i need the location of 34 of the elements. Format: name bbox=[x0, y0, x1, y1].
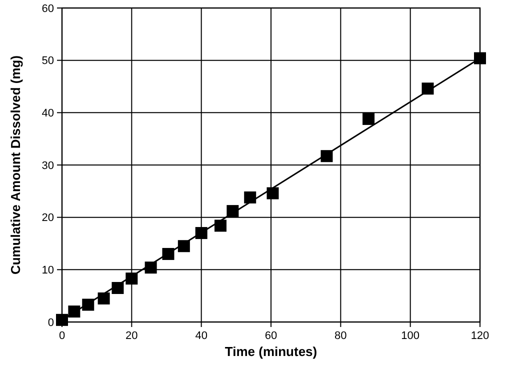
y-tick-label: 20 bbox=[42, 212, 54, 224]
point bbox=[422, 82, 434, 95]
y-tick-label: 0 bbox=[48, 316, 54, 329]
point bbox=[320, 150, 333, 162]
point bbox=[144, 262, 157, 274]
x-tick-label: 20 bbox=[126, 330, 138, 342]
y-tick-label: 40 bbox=[42, 108, 54, 120]
point bbox=[474, 52, 486, 64]
y-axis-title: Cumulative Amount Dissolved (mg) bbox=[8, 55, 23, 275]
x-tick-label: 100 bbox=[401, 330, 420, 342]
point bbox=[226, 205, 239, 218]
point bbox=[162, 248, 174, 260]
point bbox=[56, 314, 68, 326]
point bbox=[82, 298, 94, 311]
point bbox=[244, 191, 256, 204]
y-tick-label: 60 bbox=[42, 2, 54, 15]
x-tick-label: 80 bbox=[334, 330, 347, 342]
point bbox=[112, 282, 124, 294]
y-tick-label: 50 bbox=[42, 55, 54, 68]
point bbox=[362, 112, 375, 125]
point bbox=[214, 220, 226, 232]
y-tick-label: 30 bbox=[42, 160, 54, 172]
point bbox=[178, 240, 190, 252]
point bbox=[266, 187, 279, 200]
point bbox=[98, 292, 110, 304]
point bbox=[68, 306, 80, 318]
x-axis-title: Time (minutes) bbox=[224, 344, 318, 359]
x-tick-label: 0 bbox=[58, 330, 66, 342]
point bbox=[195, 227, 208, 240]
x-tick-label: 40 bbox=[195, 330, 208, 342]
y-tick-label: 10 bbox=[42, 264, 54, 277]
x-tick-label: 120 bbox=[470, 330, 490, 342]
point bbox=[126, 272, 138, 285]
x-tick-label: 60 bbox=[264, 330, 278, 342]
